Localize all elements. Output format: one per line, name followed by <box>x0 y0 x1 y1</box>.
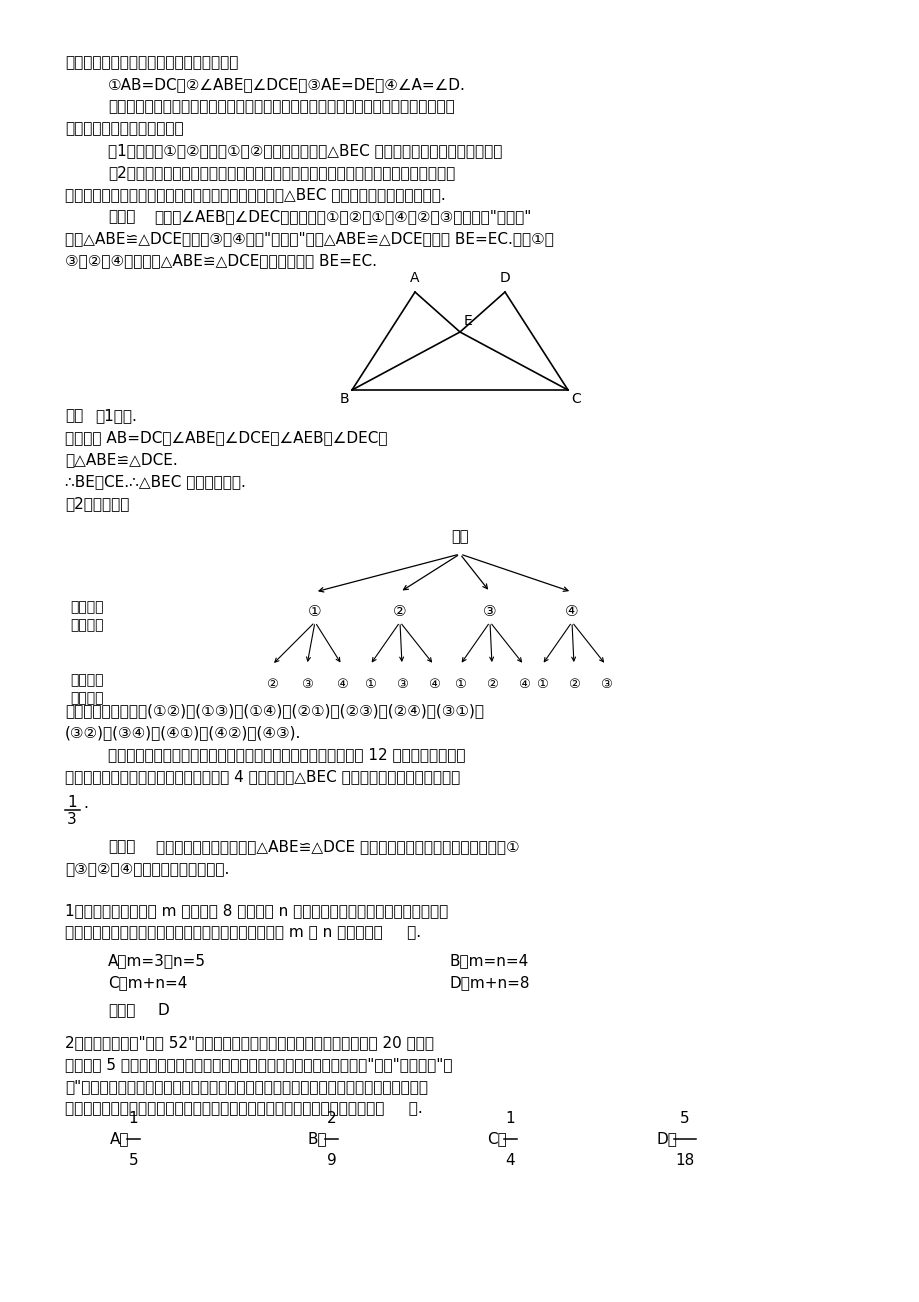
Text: 5: 5 <box>679 1111 689 1126</box>
Text: C．: C． <box>486 1131 506 1147</box>
Text: ④: ④ <box>427 678 439 691</box>
Text: 后抽取的: 后抽取的 <box>70 673 103 687</box>
Text: 1: 1 <box>129 1111 138 1126</box>
Text: ①: ① <box>308 604 322 618</box>
Text: D: D <box>499 271 510 285</box>
Text: 开始: 开始 <box>450 530 469 544</box>
Text: 示），并求以已经抽取的两张纸片上的等式为条件，使△BEC 不能构成等腰三角形的概率.: 示），并求以已经抽取的两张纸片上的等式为条件，使△BEC 不能构成等腰三角形的概… <box>65 187 446 202</box>
Text: ③: ③ <box>396 678 407 691</box>
Text: 理由：由 AB=DC，∠ABE＝∠DCE，∠AEB＝∠DEC，: 理由：由 AB=DC，∠ABE＝∠DCE，∠AEB＝∠DEC， <box>65 430 387 445</box>
Text: 4: 4 <box>505 1154 515 1168</box>
Text: 5: 5 <box>129 1154 138 1168</box>
Text: D．: D． <box>656 1131 677 1147</box>
Text: 点拨：: 点拨： <box>108 838 135 854</box>
Text: 纸片序号: 纸片序号 <box>70 618 103 631</box>
Text: 牌中，有 5 个商标牌的背面注明了一定的奖金，其余商标牌的背面是一张"哭脸"，若翻到"哭: 牌中，有 5 个商标牌的背面注明了一定的奖金，其余商标牌的背面是一张"哭脸"，若… <box>65 1057 452 1072</box>
Text: ①: ① <box>536 678 548 691</box>
Text: 已翻牌两次，一次获奖，一次不获奖，那么这位观众第三次翻牌获奖的概率是（     ）.: 已翻牌两次，一次获奖，一次不获奖，那么这位观众第三次翻牌获奖的概率是（ ）. <box>65 1101 423 1116</box>
Text: (③②)，(③④)，(④①)，(④②)，(④③).: (③②)，(③④)，(④①)，(④②)，(④③). <box>65 725 301 740</box>
Text: 由树状图可以看出，抽取的两张纸片上的等式可能出现的结果有 12 种，它们出现的可: 由树状图可以看出，抽取的两张纸片上的等式可能出现的结果有 12 种，它们出现的可 <box>108 747 465 762</box>
Text: 3: 3 <box>67 812 76 827</box>
Text: ④: ④ <box>517 678 529 691</box>
Text: A．m=3，n=5: A．m=3，n=5 <box>108 953 206 967</box>
Text: 分析：: 分析： <box>108 210 135 224</box>
Text: A: A <box>410 271 419 285</box>
Text: 小明同学闭上眼睛从四张纸片中随机抽取一张，再从剩下的纸片中随机抽取另一张．请: 小明同学闭上眼睛从四张纸片中随机抽取一张，再从剩下的纸片中随机抽取另一张．请 <box>108 99 454 115</box>
Text: ①AB=DC；②∠ABE＝∠DCE；③AE=DE；④∠A=∠D.: ①AB=DC；②∠ABE＝∠DCE；③AE=DE；④∠A=∠D. <box>108 77 465 92</box>
Text: 解：: 解： <box>65 408 83 423</box>
Text: ③: ③ <box>482 604 496 618</box>
Text: （2）树状图：: （2）树状图： <box>65 496 130 510</box>
Text: B．: B． <box>308 1131 327 1147</box>
Text: ③: ③ <box>599 678 611 691</box>
Text: 18: 18 <box>675 1154 694 1168</box>
Text: D．m+n=8: D．m+n=8 <box>449 975 530 990</box>
Text: ③: ③ <box>301 678 312 691</box>
Text: 1: 1 <box>505 1111 515 1126</box>
Text: B: B <box>339 392 348 406</box>
Text: 一个球，取得白球的概率与不是白球的概率相同，那么 m 与 n 的关系是（     ）.: 一个球，取得白球的概率与不是白球的概率相同，那么 m 与 n 的关系是（ ）. <box>65 924 421 940</box>
Text: A．: A． <box>110 1131 130 1147</box>
Text: 1．一只盒子中有红球 m 个，白球 8 个，黑球 n 个，每个球除颜色外都相同，从中任取: 1．一只盒子中有红球 m 个，白球 8 个，黑球 n 个，每个球除颜色外都相同，… <box>65 904 448 918</box>
Text: ②: ② <box>567 678 579 691</box>
Text: ①: ① <box>454 678 465 691</box>
Text: ②: ② <box>485 678 497 691</box>
Text: D: D <box>158 1003 170 1018</box>
Text: 得△ABE≌△DCE.: 得△ABE≌△DCE. <box>65 452 177 467</box>
Text: 答案：: 答案： <box>108 1003 135 1018</box>
Text: （1）当抽得①和②时，用①，②作为条件能判定△BEC 是等腰三角形吗？说说你的理由: （1）当抽得①和②时，用①，②作为条件能判定△BEC 是等腰三角形吗？说说你的理… <box>108 143 502 158</box>
Text: 1: 1 <box>67 796 76 810</box>
Text: .: . <box>83 796 88 811</box>
Text: 脸"就不获奖，参与这个游戏的观众有三次翻牌的机会，且翻过的牌不能再翻．有一位观众: 脸"就不获奖，参与这个游戏的观众有三次翻牌的机会，且翻过的牌不能再翻．有一位观众 <box>65 1079 427 1094</box>
Text: ②: ② <box>266 678 278 691</box>
Text: 所有可能出现的结果(①②)，(①③)，(①④)，(②①)，(②③)，(②④)，(③①)，: 所有可能出现的结果(①②)，(①③)，(①④)，(②①)，(②③)，(②④)，(… <box>65 703 483 717</box>
Text: B．m=n=4: B．m=n=4 <box>449 953 528 967</box>
Text: 能性相等，不能构成等腰三角形的结果有 4 种，所以使△BEC 不能构成等腰三角形的概率为: 能性相等，不能构成等腰三角形的结果有 4 种，所以使△BEC 不能构成等腰三角形… <box>65 769 460 784</box>
Text: ③，②和④不能证明△ABE≌△DCE，也不能得出 BE=EC.: ③，②和④不能证明△ABE≌△DCE，也不能得出 BE=EC. <box>65 253 377 268</box>
Text: C．m+n=4: C．m+n=4 <box>108 975 187 990</box>
Text: ④: ④ <box>564 604 578 618</box>
Text: 先抽取的: 先抽取的 <box>70 600 103 615</box>
Text: ∴BE＝CE.∴△BEC 是等腰三角形.: ∴BE＝CE.∴△BEC 是等腰三角形. <box>65 474 245 490</box>
Text: 利用给出的条件正确判定△ABE≌△DCE 是解决问题的关键，本题易出现利用①: 利用给出的条件正确判定△ABE≌△DCE 是解决问题的关键，本题易出现利用① <box>156 838 519 854</box>
Text: 结合图形解答下列两个问题：: 结合图形解答下列两个问题： <box>65 121 184 135</box>
Text: （1）能.: （1）能. <box>95 408 137 423</box>
Text: 纸片序号: 纸片序号 <box>70 691 103 704</box>
Text: ①: ① <box>364 678 376 691</box>
Text: 片上分别写有如下四个等式中的一个等式：: 片上分别写有如下四个等式中的一个等式： <box>65 55 238 70</box>
Text: （2）请你用树状图或列表表示抽取两张纸片上的等式所有可能出现的结果（用序号表: （2）请你用树状图或列表表示抽取两张纸片上的等式所有可能出现的结果（用序号表 <box>108 165 455 180</box>
Text: E: E <box>463 314 472 328</box>
Text: 对顶角∠AEB＝∠DEC，所以抽得①和②，①和④，②和③都能利用"角角边": 对顶角∠AEB＝∠DEC，所以抽得①和②，①和④，②和③都能利用"角角边" <box>153 210 531 224</box>
Text: 9: 9 <box>326 1154 336 1168</box>
Text: C: C <box>571 392 580 406</box>
Text: 证明△ABE≌△DCE，抽得③和④利用"角边角"证明△ABE≌△DCE，得出 BE=EC.抽得①和: 证明△ABE≌△DCE，抽得③和④利用"角边角"证明△ABE≌△DCE，得出 B… <box>65 230 553 246</box>
Text: 2．在李咏主持的"幸运 52"栏目中，曾有一种竞猜游戏，游戏规则是：在 20 个商标: 2．在李咏主持的"幸运 52"栏目中，曾有一种竞猜游戏，游戏规则是：在 20 个… <box>65 1035 434 1049</box>
Text: ④: ④ <box>335 678 347 691</box>
Text: 和③，②和④判定三角形全等的错误.: 和③，②和④判定三角形全等的错误. <box>65 861 229 876</box>
Text: 2: 2 <box>326 1111 336 1126</box>
Text: ②: ② <box>392 604 406 618</box>
